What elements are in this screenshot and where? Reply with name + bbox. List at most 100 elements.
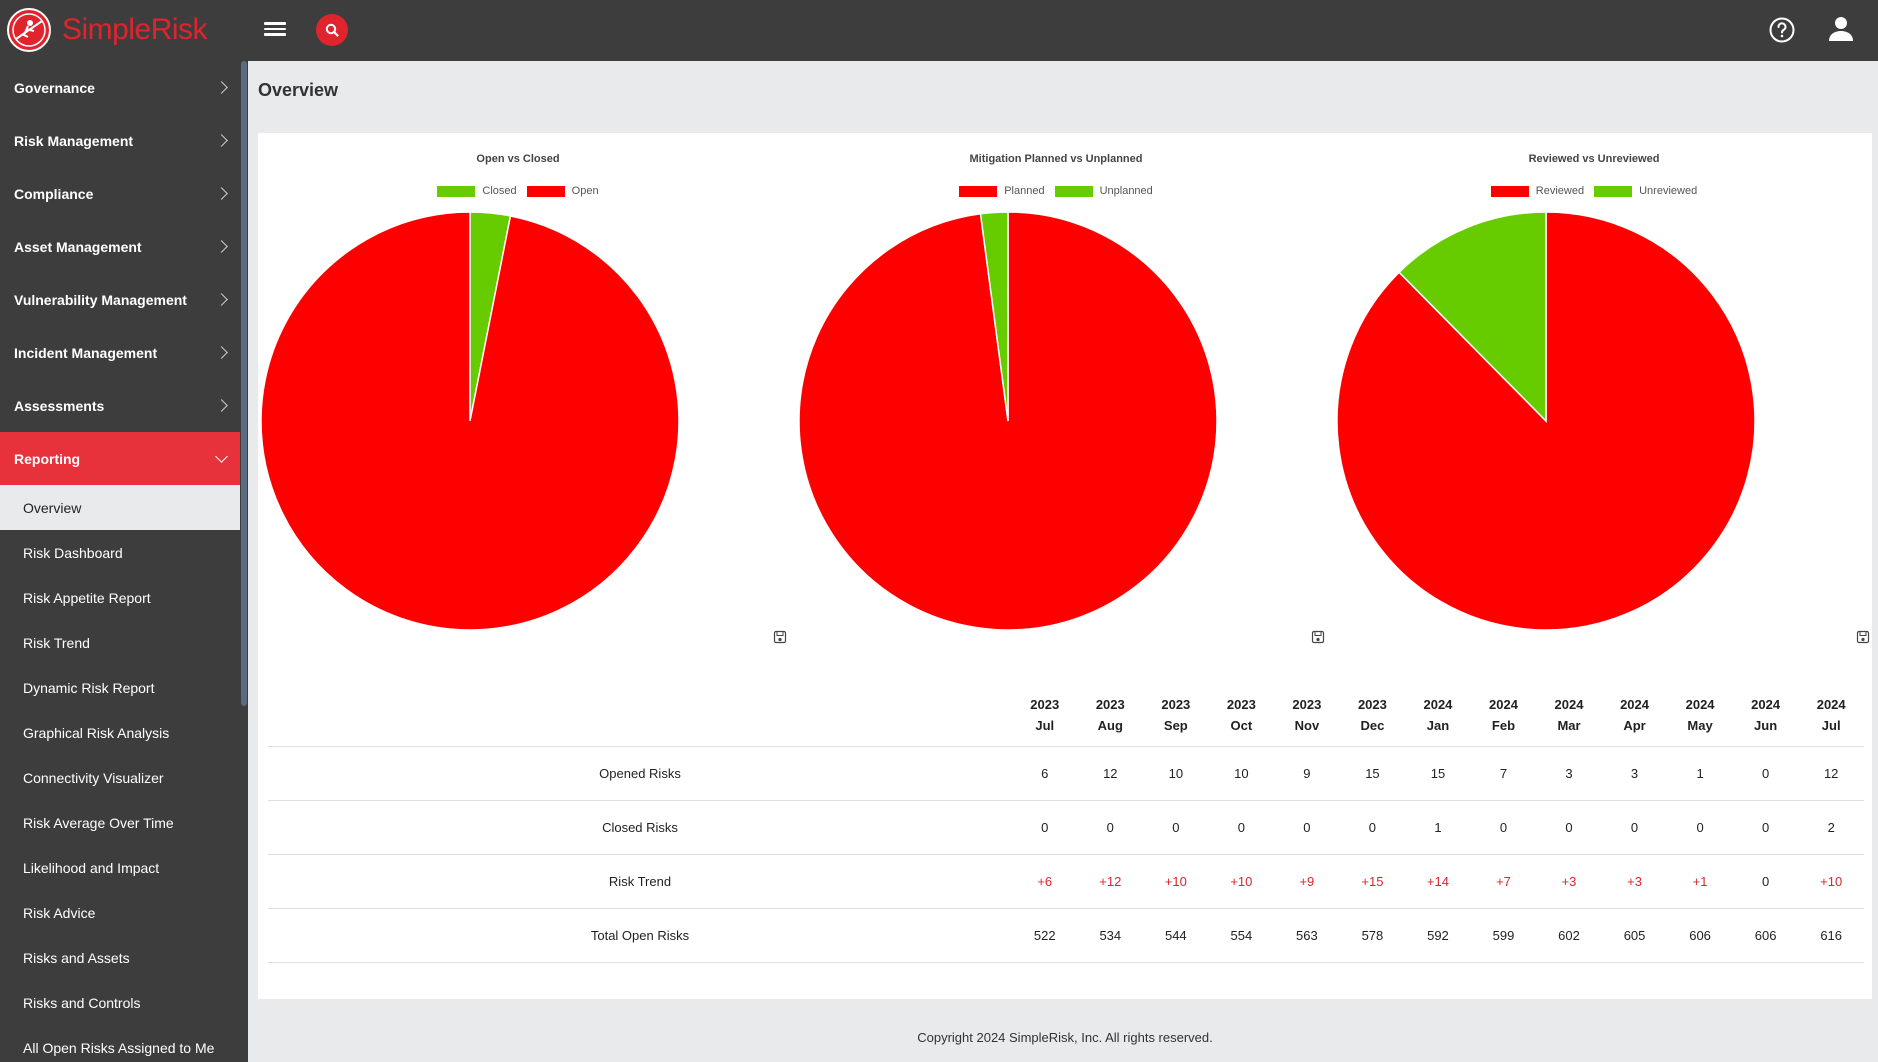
- table-cell: 2: [1798, 800, 1864, 855]
- table-cell: 0: [1012, 800, 1078, 855]
- save-icon[interactable]: [1311, 630, 1325, 644]
- sidebar-subitem-risk-dashboard[interactable]: Risk Dashboard: [23, 544, 123, 561]
- chevron-down-icon: [215, 450, 228, 463]
- chart-legend: Planned Unplanned: [796, 185, 1316, 197]
- table-header-month: 2024 Jan: [1405, 688, 1471, 747]
- legend-item[interactable]: Closed: [437, 185, 517, 197]
- table-cell: 15: [1405, 746, 1471, 801]
- user-icon[interactable]: [1826, 14, 1856, 44]
- app-name: SimpleRisk: [62, 13, 208, 46]
- page-title: Overview: [258, 80, 339, 100]
- pie-slice-open[interactable]: [260, 211, 680, 631]
- sidebar-item-compliance[interactable]: Compliance: [0, 167, 240, 220]
- table-cell: 6: [1012, 746, 1078, 801]
- sidebar-item-vulnerability-management[interactable]: Vulnerability Management: [0, 273, 240, 326]
- chevron-right-icon: [215, 346, 228, 359]
- table-header-month: 2023 Jul: [1012, 688, 1078, 747]
- sidebar-subitem-risk-advice[interactable]: Risk Advice: [23, 904, 96, 921]
- sidebar-subitem-risk-trend[interactable]: Risk Trend: [23, 634, 90, 651]
- table-header-month: 2024 Jun: [1732, 688, 1799, 747]
- table-cell: 0: [1536, 800, 1602, 855]
- table-cell: 0: [1601, 800, 1668, 855]
- table-cell: 599: [1470, 908, 1537, 963]
- table-row: Closed Risks 0 0 0 0 0 0 1 0 0 0 0 0 2: [268, 800, 1864, 855]
- sidebar-subitem-all-open-risks-assigned-to-me[interactable]: All Open Risks Assigned to Me: [23, 1039, 215, 1056]
- table-cell: 606: [1667, 908, 1733, 963]
- table-cell: 606: [1732, 908, 1799, 963]
- table-cell: +15: [1339, 854, 1406, 909]
- table-cell: 0: [1667, 800, 1733, 855]
- legend-label: Unreviewed: [1639, 185, 1698, 197]
- chevron-right-icon: [215, 187, 228, 200]
- sidebar-subitem-risk-appetite-report[interactable]: Risk Appetite Report: [23, 589, 151, 606]
- table-cell: 616: [1798, 908, 1864, 963]
- legend-item[interactable]: Unplanned: [1054, 185, 1153, 197]
- legend-item[interactable]: Planned: [959, 185, 1045, 197]
- header-month: Aug: [1097, 718, 1123, 733]
- sidebar-item-asset-management[interactable]: Asset Management: [0, 220, 240, 273]
- header-year: 2023: [1357, 697, 1387, 712]
- sidebar-item-label: Governance: [14, 79, 95, 96]
- sidebar-item-reporting[interactable]: Reporting: [0, 432, 240, 485]
- chevron-right-icon: [215, 240, 228, 253]
- sidebar-item-governance[interactable]: Governance: [0, 61, 240, 114]
- table-cell: +7: [1470, 854, 1537, 909]
- sidebar-subitem-connectivity-visualizer[interactable]: Connectivity Visualizer: [23, 769, 164, 786]
- table-cell: 9: [1274, 746, 1340, 801]
- table-cell: 0: [1208, 800, 1275, 855]
- save-icon[interactable]: [1856, 630, 1870, 644]
- header-year: 2023: [1030, 697, 1060, 712]
- chevron-right-icon: [215, 293, 228, 306]
- header-month: Mar: [1557, 718, 1581, 733]
- pie-chart-mitigation-planned-vs-unplanned: Mitigation Planned vs Unplanned Planned U…: [796, 133, 1325, 653]
- overview-card: Open vs Closed Closed Open Mitigation Pla…: [258, 133, 1872, 999]
- table-cell: +3: [1536, 854, 1602, 909]
- sidebar-subitem-risks-and-assets[interactable]: Risks and Assets: [23, 949, 130, 966]
- table-cell: 554: [1208, 908, 1275, 963]
- sidebar-item-label: Compliance: [14, 185, 94, 202]
- pie-svg: [798, 211, 1218, 631]
- sidebar-item-incident-management[interactable]: Incident Management: [0, 326, 240, 379]
- save-icon[interactable]: [773, 630, 787, 644]
- sidebar-item-risk-management[interactable]: Risk Management: [0, 114, 240, 167]
- sidebar-subitem-overview[interactable]: Overview: [0, 485, 240, 530]
- table-cell: 605: [1601, 908, 1668, 963]
- legend-item[interactable]: Reviewed: [1490, 185, 1584, 197]
- legend-item[interactable]: Unreviewed: [1594, 185, 1697, 197]
- hamburger-icon[interactable]: [264, 19, 286, 41]
- sidebar-subitem-dynamic-risk-report[interactable]: Dynamic Risk Report: [23, 679, 155, 696]
- sidebar-scrollbar[interactable]: [241, 61, 247, 706]
- header-year: 2024: [1751, 697, 1781, 712]
- table-header-month: 2023 Oct: [1208, 688, 1275, 747]
- table-cell: 1: [1667, 746, 1733, 801]
- header-year: 2024: [1620, 697, 1649, 712]
- table-cell: +14: [1405, 854, 1471, 909]
- chevron-right-icon: [215, 81, 228, 94]
- sidebar-subitem-risk-average-over-time[interactable]: Risk Average Over Time: [23, 814, 174, 831]
- table-cell: 522: [1012, 908, 1078, 963]
- header-year: 2024: [1554, 697, 1584, 712]
- sidebar-item-assessments[interactable]: Assessments: [0, 379, 240, 432]
- sidebar-subitem-risks-and-controls[interactable]: Risks and Controls: [23, 994, 141, 1011]
- help-icon[interactable]: [1768, 16, 1796, 44]
- search-button[interactable]: [316, 14, 348, 46]
- table-cell: 10: [1208, 746, 1275, 801]
- table-header-month: 2023 Sep: [1143, 688, 1209, 747]
- row-label: Risk Trend: [268, 854, 1012, 909]
- table-cell: +1: [1667, 854, 1733, 909]
- table-cell: 0: [1732, 800, 1799, 855]
- legend-label: Unplanned: [1099, 185, 1153, 197]
- pie-slice-unreviewed[interactable]: [1398, 211, 1547, 423]
- pie-slice-unplanned[interactable]: [979, 211, 1009, 422]
- legend-label: Closed: [482, 185, 517, 197]
- header-month: Jun: [1754, 718, 1778, 733]
- sidebar-subitem-graphical-risk-analysis[interactable]: Graphical Risk Analysis: [23, 724, 170, 741]
- sidebar-item-label: Reporting: [14, 450, 81, 467]
- legend-item[interactable]: Open: [526, 185, 599, 197]
- table-cell: +12: [1077, 854, 1144, 909]
- row-label: Total Open Risks: [268, 908, 1012, 963]
- app-logo[interactable]: SimpleRisk: [6, 7, 208, 53]
- table-cell: +9: [1274, 854, 1340, 909]
- sidebar-subitem-likelihood-and-impact[interactable]: Likelihood and Impact: [23, 859, 160, 876]
- header-month: Feb: [1491, 718, 1516, 733]
